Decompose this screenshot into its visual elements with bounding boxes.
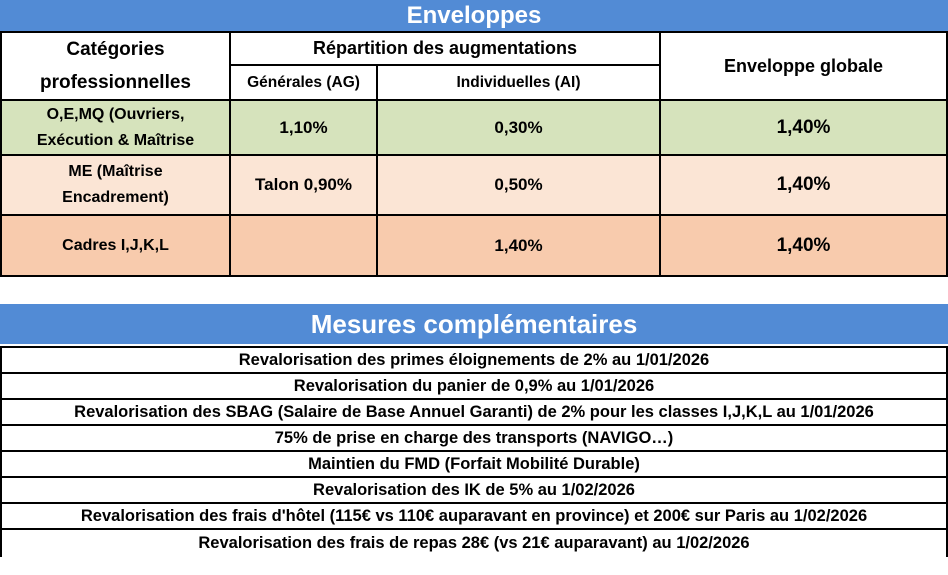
ai-value-cell: 1,40% xyxy=(378,216,661,275)
generales-header-cell: Générales (AG) xyxy=(231,66,378,101)
mesure-row: Revalorisation des SBAG (Salaire de Base… xyxy=(2,400,946,426)
individuelles-header-cell: Individuelles (AI) xyxy=(378,66,661,101)
category-cell: O,E,MQ (Ouvriers, Exécution & Maîtrise xyxy=(2,101,231,156)
mesures-list: Revalorisation des primes éloignements d… xyxy=(0,346,948,557)
mesures-table: Mesures complémentaires Revalorisation d… xyxy=(0,304,948,557)
mesure-row: Revalorisation des IK de 5% au 1/02/2026 xyxy=(2,478,946,504)
ag-value-cell xyxy=(231,216,378,275)
enveloppes-title: Enveloppes xyxy=(0,0,948,33)
globale-value-cell: 1,40% xyxy=(661,101,946,156)
ag-value-cell: Talon 0,90% xyxy=(231,156,378,216)
enveloppe-globale-header-cell: Enveloppe globale xyxy=(661,33,946,101)
mesure-row: Revalorisation des primes éloignements d… xyxy=(2,348,946,374)
ag-value-cell: 1,10% xyxy=(231,101,378,156)
globale-value-cell: 1,40% xyxy=(661,156,946,216)
mesure-row: Maintien du FMD (Forfait Mobilité Durabl… xyxy=(2,452,946,478)
enveloppes-table: Enveloppes Catégories professionnelles R… xyxy=(0,0,948,277)
ai-value-cell: 0,30% xyxy=(378,101,661,156)
ai-value-cell: 0,50% xyxy=(378,156,661,216)
globale-value-cell: 1,40% xyxy=(661,216,946,275)
category-cell: Cadres I,J,K,L xyxy=(2,216,231,275)
category-cell: ME (Maîtrise Encadrement) xyxy=(2,156,231,216)
mesure-row: Revalorisation des frais d'hôtel (115€ v… xyxy=(2,504,946,530)
mesure-row: Revalorisation des frais de repas 28€ (v… xyxy=(2,530,946,557)
repartition-header-cell: Répartition des augmentations xyxy=(231,33,661,66)
mesure-row: 75% de prise en charge des transports (N… xyxy=(2,426,946,452)
enveloppes-grid: Catégories professionnelles Répartition … xyxy=(0,33,948,277)
categories-header-cell: Catégories professionnelles xyxy=(2,33,231,101)
mesure-row: Revalorisation du panier de 0,9% au 1/01… xyxy=(2,374,946,400)
mesures-title: Mesures complémentaires xyxy=(0,304,948,344)
